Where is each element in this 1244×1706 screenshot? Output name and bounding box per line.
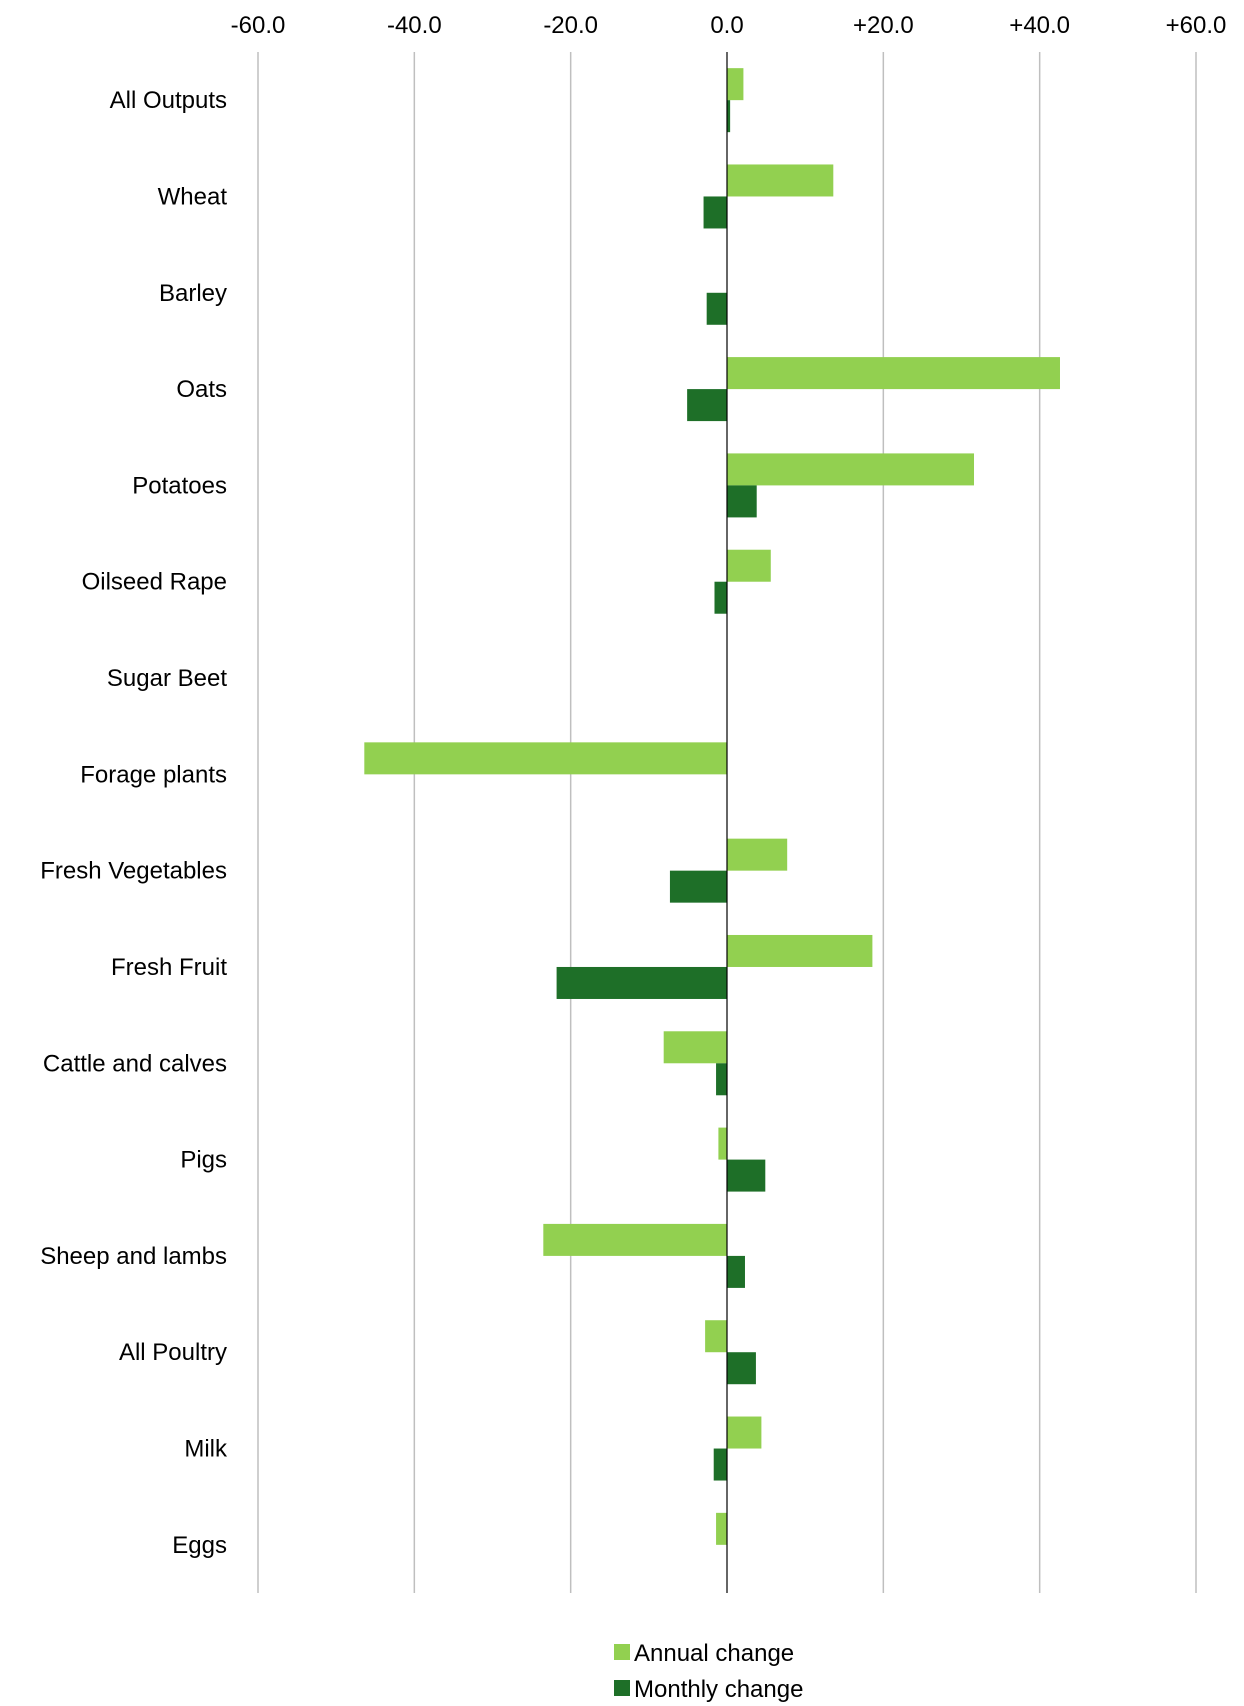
- annual-change-bar: [364, 742, 727, 775]
- monthly-change-bar: [727, 100, 731, 133]
- bars: [364, 68, 1060, 1545]
- monthly-change-bar: [716, 1063, 727, 1096]
- category-label: Oilseed Rape: [82, 569, 227, 596]
- category-label: Cattle and calves: [43, 1050, 227, 1077]
- category-label: Sheep and lambs: [40, 1243, 227, 1270]
- annual-change-bar: [727, 1416, 762, 1449]
- category-label: Milk: [184, 1436, 228, 1463]
- x-tick-label: -20.0: [543, 12, 598, 39]
- category-label: Barley: [159, 280, 227, 307]
- annual-change-bar: [716, 1512, 727, 1545]
- annual-change-bar: [543, 1223, 727, 1256]
- annual-change-bar: [718, 1127, 727, 1160]
- monthly-change-bar: [727, 1352, 756, 1385]
- monthly-change-bar: [703, 196, 727, 229]
- annual-change-bar: [727, 838, 788, 871]
- monthly-change-bar: [714, 581, 727, 614]
- category-labels: All Outputs Wheat Barley Oats Potatoes Oilsee…: [40, 87, 228, 1559]
- category-label: Wheat: [158, 183, 228, 210]
- legend-label-annual: Annual change: [634, 1640, 794, 1667]
- monthly-change-bar: [669, 870, 727, 903]
- legend-swatch-monthly: [614, 1680, 630, 1696]
- x-tick-label: +20.0: [853, 12, 914, 39]
- category-label: Oats: [176, 376, 227, 403]
- monthly-change-bar: [713, 1448, 727, 1481]
- annual-change-bar: [727, 934, 873, 967]
- gridlines: [257, 52, 1197, 1593]
- annual-change-bar: [727, 453, 975, 486]
- monthly-change-bar: [687, 389, 727, 422]
- annual-change-bar: [727, 164, 834, 197]
- category-label: Forage plants: [80, 761, 227, 788]
- x-tick-label: +40.0: [1009, 12, 1070, 39]
- x-tick-label: -60.0: [231, 12, 286, 39]
- x-tick-label: 0.0: [710, 12, 743, 39]
- annual-change-bar: [705, 1320, 727, 1353]
- monthly-change-bar: [706, 292, 727, 325]
- annual-change-bar: [727, 357, 1060, 390]
- x-tick-label: -40.0: [387, 12, 442, 39]
- legend-label-monthly: Monthly change: [634, 1676, 803, 1703]
- monthly-change-bar: [727, 1159, 766, 1192]
- x-tick-label: +60.0: [1166, 12, 1227, 39]
- legend: Annual change Monthly change: [614, 1640, 803, 1703]
- category-label: Potatoes: [132, 472, 227, 499]
- category-label: Eggs: [172, 1532, 227, 1559]
- monthly-change-bar: [727, 485, 757, 518]
- category-label: Sugar Beet: [107, 665, 227, 692]
- x-axis-ticks: -60.0 -40.0 -20.0 0.0 +20.0 +40.0 +60.0: [231, 12, 1227, 39]
- category-label: Fresh Fruit: [111, 954, 227, 981]
- monthly-change-bar: [727, 1255, 745, 1288]
- monthly-change-bar: [556, 966, 727, 999]
- category-label: Pigs: [180, 1147, 227, 1174]
- annual-change-bar: [663, 1031, 727, 1064]
- annual-change-bar: [727, 549, 771, 582]
- annual-change-bar: [727, 68, 744, 101]
- category-label: Fresh Vegetables: [40, 858, 227, 885]
- category-label: All Outputs: [110, 87, 227, 114]
- category-label: All Poultry: [119, 1339, 227, 1366]
- legend-swatch-annual: [614, 1644, 630, 1660]
